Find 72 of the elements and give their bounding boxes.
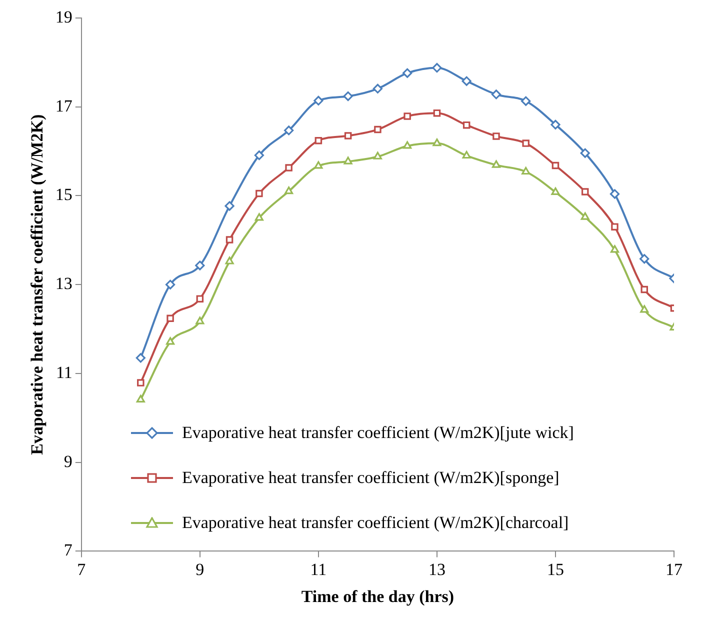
point: [522, 166, 530, 175]
point: [403, 141, 412, 149]
y-tick-label: 13: [55, 274, 72, 294]
x-tick-label: 11: [310, 560, 327, 579]
point: [402, 68, 412, 78]
point: [373, 152, 382, 160]
point: [521, 96, 531, 106]
point: [254, 213, 264, 221]
point: [314, 137, 322, 144]
point: [225, 256, 234, 264]
x-tick-label: 17: [666, 560, 683, 579]
point: [136, 394, 145, 402]
point: [640, 286, 648, 294]
y-tick-label: 15: [55, 185, 72, 204]
point: [284, 186, 294, 194]
point: [462, 150, 471, 159]
point: [196, 316, 204, 324]
point: [581, 188, 589, 196]
legend-label: Evaporative heat transfer coefficient (W/m2K)[jute wick]: [182, 422, 574, 442]
x-tick-label: 15: [546, 560, 564, 579]
x-tick-label: 13: [428, 560, 446, 579]
point: [224, 201, 234, 211]
point: [256, 190, 263, 198]
y-tick-label: 17: [55, 96, 73, 116]
point: [166, 337, 175, 345]
point: [551, 187, 560, 195]
point: [226, 236, 234, 244]
point: [343, 91, 353, 102]
point: [432, 138, 442, 146]
point: [580, 212, 590, 220]
point: [314, 96, 324, 106]
point: [344, 156, 352, 164]
point: [137, 379, 144, 386]
point: [522, 140, 530, 147]
point: [433, 109, 441, 117]
y-tick-label: 7: [64, 540, 73, 560]
point: [462, 121, 470, 129]
point: [372, 84, 382, 94]
point: [492, 132, 500, 140]
point: [285, 164, 292, 172]
point: [166, 314, 174, 322]
point: [492, 160, 500, 168]
point: [550, 120, 560, 130]
legend-label: Evaporative heat transfer coefficient (W/m2K)[sponge]: [182, 468, 560, 488]
point: [640, 254, 650, 264]
y-tick-label: 11: [56, 362, 72, 382]
x-axis-title: Time of the day (hrs): [301, 587, 454, 606]
y-axis-title: Evaporative heat transfer coefficient (W/M2K): [28, 114, 47, 455]
point: [136, 353, 146, 363]
point: [404, 112, 411, 120]
x-tick-label: 7: [77, 560, 86, 579]
y-tick-label: 9: [64, 452, 72, 471]
point: [196, 295, 204, 302]
point: [491, 90, 502, 100]
point: [374, 126, 382, 134]
point: [552, 162, 560, 170]
point: [462, 76, 472, 86]
point: [610, 189, 620, 199]
point: [432, 62, 442, 73]
point: [284, 126, 294, 136]
point: [580, 148, 590, 158]
point: [165, 280, 176, 290]
x-tick-label: 9: [196, 560, 204, 579]
point: [314, 161, 323, 169]
point: [640, 305, 649, 313]
point: [611, 223, 618, 230]
legend-label: Evaporative heat transfer coefficient (W/m2K)[charcoal]: [182, 512, 569, 532]
y-tick-label: 19: [55, 7, 72, 26]
point: [254, 150, 264, 160]
point: [344, 132, 352, 140]
point: [195, 260, 205, 270]
point: [610, 245, 620, 253]
